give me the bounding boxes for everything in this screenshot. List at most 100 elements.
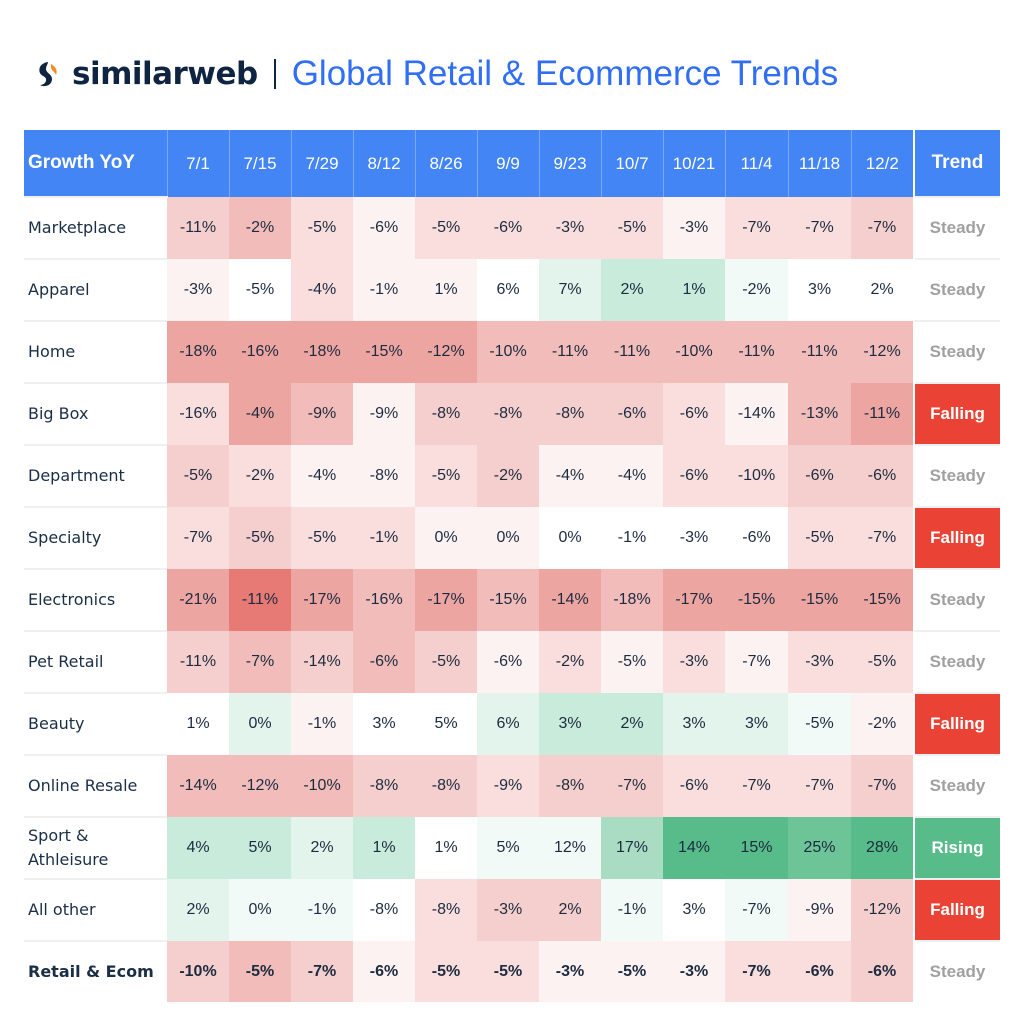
heatmap-cell: -1% (601, 879, 663, 941)
heatmap-cell: -7% (851, 507, 914, 569)
heatmap-cell: -6% (663, 445, 725, 507)
heatmap-cell: -6% (477, 197, 539, 259)
trend-badge: Steady (913, 196, 1000, 259)
heatmap-cell: -10% (167, 941, 229, 1002)
heatmap-cell: -3% (663, 941, 725, 1002)
heatmap-cell: -1% (291, 693, 353, 755)
row-label: Home (24, 320, 167, 383)
row-label: Big Box (24, 382, 167, 445)
trend-column-header: Trend (913, 130, 1000, 197)
heatmap-cell: -15% (725, 569, 788, 631)
brand-name: similarweb (72, 56, 258, 92)
heatmap-cell: -4% (229, 383, 291, 445)
heatmap-cell: -5% (601, 631, 663, 693)
heatmap-cell: -8% (539, 383, 601, 445)
heatmap-cell: -6% (353, 631, 415, 693)
heatmap-cell: -9% (291, 383, 353, 445)
heatmap-cell: -7% (601, 755, 663, 817)
heatmap-cell: -7% (725, 755, 788, 817)
heatmap-cell: -7% (788, 197, 851, 259)
heatmap-cell: -6% (851, 941, 914, 1002)
table-row: Electronics -21% -11% -17% -16% -17% -15% -14% -… (24, 568, 1000, 631)
row-label: Beauty (24, 692, 167, 755)
heatmap-cell: -7% (725, 879, 788, 941)
heatmap-cell: -7% (725, 197, 788, 259)
heatmap-cell: -10% (477, 321, 539, 383)
heatmap-cell: 2% (601, 259, 663, 321)
heatmap-cell: 3% (663, 693, 725, 755)
heatmap-cell: -3% (663, 507, 725, 569)
row-label: Marketplace (24, 196, 167, 259)
heatmap-cell: -14% (167, 755, 229, 817)
heatmap-cell: -9% (788, 879, 851, 941)
trend-badge: Steady (913, 568, 1000, 631)
heatmap-cell: -1% (601, 507, 663, 569)
heatmap-cell: 28% (851, 817, 914, 879)
row-label: Specialty (24, 506, 167, 569)
heatmap-cell: -5% (291, 507, 353, 569)
heatmap-cell: -15% (353, 321, 415, 383)
heatmap-cell: -5% (477, 941, 539, 1002)
heatmap-cell: -11% (851, 383, 914, 445)
heatmap-cell: -3% (663, 197, 725, 259)
heatmap-cell: -5% (291, 197, 353, 259)
heatmap-cell: -16% (167, 383, 229, 445)
heatmap-cell: -1% (291, 879, 353, 941)
heatmap-cell: -11% (167, 197, 229, 259)
row-label: Apparel (24, 258, 167, 321)
heatmap-cell: -6% (353, 197, 415, 259)
table-row: Apparel -3% -5% -4% -1% 1% 6% 7% 2% 1% -2% 3% 2% Stea… (24, 258, 1000, 321)
heatmap-cell: -5% (851, 631, 914, 693)
growth-heatmap-table: Growth YoY 7/1 7/15 7/29 8/12 8/26 9/9 9/23 10/… (24, 130, 1000, 1002)
heatmap-cell: -7% (291, 941, 353, 1002)
heatmap-cell: -5% (788, 693, 851, 755)
column-header: 8/12 (352, 130, 415, 197)
heatmap-cell: -5% (415, 631, 477, 693)
heatmap-cell: 1% (663, 259, 725, 321)
page-header: similarweb Global Retail & Ecommerce Tre… (34, 52, 838, 96)
table-row: All other 2% 0% -1% -8% -8% -3% 2% -1% 3% -7% -9% -1… (24, 878, 1000, 941)
heatmap-cell: -7% (788, 755, 851, 817)
column-header: 12/2 (850, 130, 914, 197)
trend-badge: Steady (913, 630, 1000, 693)
heatmap-cell: -5% (229, 259, 291, 321)
heatmap-cell: -14% (725, 383, 788, 445)
table-row: Marketplace -11% -2% -5% -6% -5% -6% -3% -5% -3% -… (24, 196, 1000, 259)
heatmap-cell: -6% (601, 383, 663, 445)
heatmap-cell: -11% (725, 321, 788, 383)
heatmap-cell: -15% (851, 569, 914, 631)
heatmap-cell: -5% (415, 941, 477, 1002)
heatmap-cell: 1% (167, 693, 229, 755)
trend-badge: Steady (913, 754, 1000, 817)
header-divider (273, 59, 276, 89)
heatmap-cell: -12% (415, 321, 477, 383)
heatmap-cell: 0% (229, 693, 291, 755)
heatmap-cell: -6% (663, 383, 725, 445)
trend-badge: Falling (913, 692, 1000, 755)
heatmap-cell: -4% (539, 445, 601, 507)
column-header: 8/26 (414, 130, 477, 197)
heatmap-cell: -18% (601, 569, 663, 631)
heatmap-cell: 3% (788, 259, 851, 321)
heatmap-cell: -5% (601, 941, 663, 1002)
heatmap-cell: 5% (415, 693, 477, 755)
trend-badge: Falling (913, 506, 1000, 569)
heatmap-cell: -1% (353, 259, 415, 321)
row-label: Department (24, 444, 167, 507)
table-row: Specialty -7% -5% -5% -1% 0% 0% 0% -1% -3% -6% -5% -… (24, 506, 1000, 569)
row-label: Retail & Ecom (24, 940, 167, 1002)
row-label: Sport & Athleisure (24, 816, 167, 879)
heatmap-cell: 14% (663, 817, 725, 879)
heatmap-cell: -2% (851, 693, 914, 755)
heatmap-cell: -5% (229, 941, 291, 1002)
heatmap-cell: -2% (229, 197, 291, 259)
heatmap-cell: 2% (601, 693, 663, 755)
corner-label: Growth YoY (24, 130, 167, 197)
heatmap-cell: -6% (725, 507, 788, 569)
heatmap-cell: -16% (353, 569, 415, 631)
heatmap-cell: -7% (229, 631, 291, 693)
heatmap-cell: -2% (229, 445, 291, 507)
heatmap-cell: -4% (291, 445, 353, 507)
heatmap-cell: -12% (229, 755, 291, 817)
heatmap-cell: -8% (353, 879, 415, 941)
